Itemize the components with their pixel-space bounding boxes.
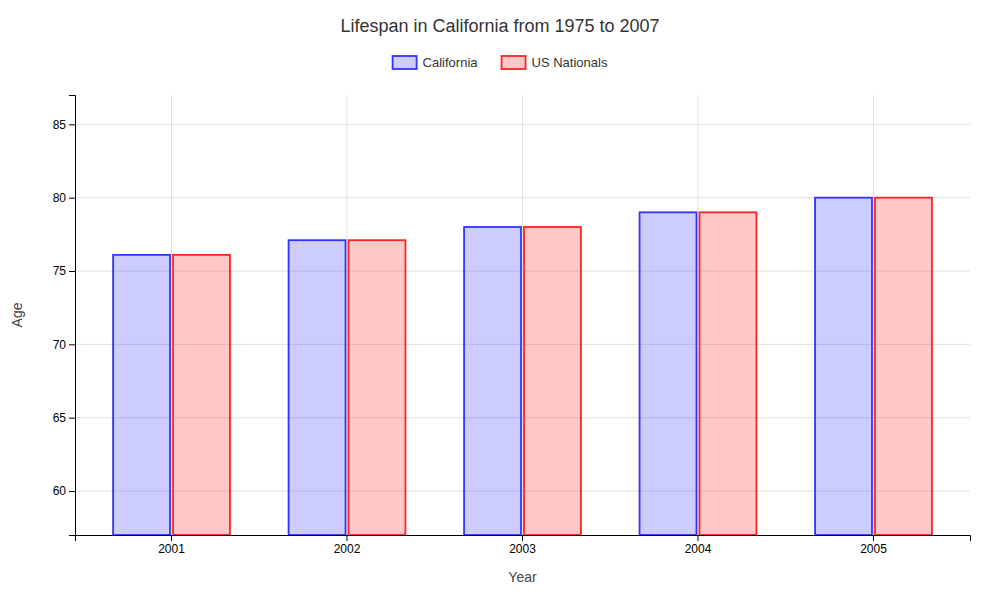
y-tick-label: 65 [53, 411, 67, 425]
y-tick-mark [69, 344, 75, 345]
x-tick-mark [171, 535, 172, 541]
legend-label: US Nationals [532, 55, 608, 70]
y-axis-line [69, 96, 76, 536]
legend-label: California [423, 55, 479, 70]
x-tick-label: 2001 [158, 542, 185, 556]
title: Lifespan in California from 1975 to 2007 [340, 16, 659, 36]
bar [464, 227, 521, 535]
bar [289, 240, 346, 535]
bar [815, 198, 872, 535]
y-tick: 70 [53, 338, 75, 352]
grid-line-x [171, 95, 172, 535]
y-tick-label: 85 [53, 118, 67, 132]
grid-line-x [522, 95, 523, 535]
x-axis-title: Year [508, 569, 537, 585]
y-tick: 85 [53, 118, 75, 132]
grid-line-x [697, 95, 698, 535]
chart: 60 65 70 75 80 85 2001 2002 2003 2004 2005 Lifespan… [0, 0, 1000, 600]
bar [640, 212, 697, 535]
x-tick-label: 2002 [334, 542, 361, 556]
legend-swatch [502, 56, 526, 69]
bar [173, 255, 230, 535]
y-tick-label: 70 [53, 338, 67, 352]
y-tick: 65 [53, 411, 75, 425]
x-tick-label: 2003 [509, 542, 536, 556]
bar [699, 212, 756, 535]
grid-line-x [873, 95, 874, 535]
y-tick-mark [69, 198, 75, 199]
y-tick-mark [69, 491, 75, 492]
x-tick: 2003 [509, 535, 536, 556]
bars [113, 198, 932, 535]
legend-item: US Nationals [502, 55, 608, 70]
x-tick-mark [873, 535, 874, 541]
x-tick-label: 2005 [860, 542, 887, 556]
x-axis: 2001 2002 2003 2004 2005 [76, 535, 971, 556]
grid-line-x [347, 95, 348, 535]
bar [113, 255, 170, 535]
series-bars [173, 198, 932, 535]
x-axis-line [76, 536, 971, 542]
y-tick: 80 [53, 191, 75, 205]
x-tick: 2001 [158, 535, 185, 556]
y-tick-mark [69, 418, 75, 419]
y-axis-title: Age [9, 302, 25, 327]
x-tick-mark [697, 535, 698, 541]
legend: California US Nationals [393, 55, 608, 70]
y-tick-label: 60 [53, 484, 67, 498]
y-axis: 60 65 70 75 80 85 [53, 96, 76, 536]
bar [524, 227, 581, 535]
x-tick: 2004 [685, 535, 712, 556]
grid [75, 95, 970, 535]
bar [875, 198, 932, 535]
legend-swatch [393, 56, 417, 69]
y-tick-mark [69, 124, 75, 125]
x-tick-mark [522, 535, 523, 541]
series-bars [113, 198, 872, 535]
x-tick: 2002 [334, 535, 361, 556]
plot-area: 60 65 70 75 80 85 2001 2002 2003 2004 2005 [53, 95, 971, 556]
y-tick-label: 80 [53, 191, 67, 205]
y-tick-mark [69, 271, 75, 272]
x-tick-mark [347, 535, 348, 541]
y-tick: 75 [53, 264, 75, 278]
legend-item: California [393, 55, 479, 70]
y-tick: 60 [53, 484, 75, 498]
y-tick-label: 75 [53, 264, 67, 278]
bar [349, 240, 406, 535]
x-tick-label: 2004 [685, 542, 712, 556]
x-tick: 2005 [860, 535, 887, 556]
